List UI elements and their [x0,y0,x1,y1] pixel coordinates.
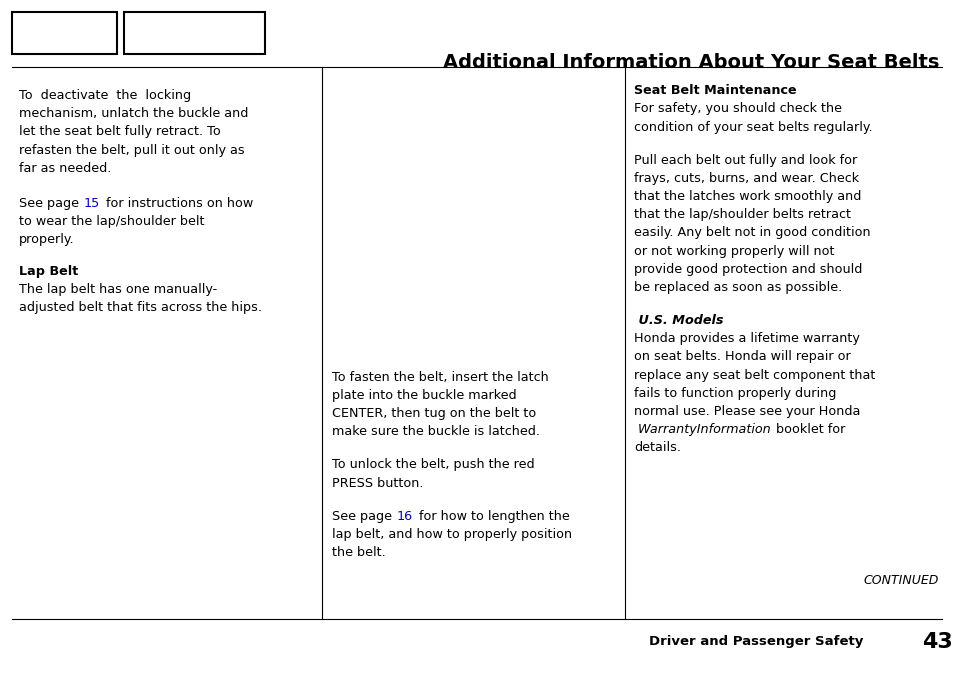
Text: that the lap/shoulder belts retract: that the lap/shoulder belts retract [634,208,850,221]
Text: lap belt, and how to properly position: lap belt, and how to properly position [332,528,572,541]
Text: See page: See page [332,510,395,522]
Text: for instructions on how: for instructions on how [102,197,253,210]
Text: let the seat belt fully retract. To: let the seat belt fully retract. To [19,125,220,138]
Text: To unlock the belt, push the red: To unlock the belt, push the red [332,458,534,471]
Text: Pull each belt out fully and look for: Pull each belt out fully and look for [634,154,857,166]
Text: fails to function properly during: fails to function properly during [634,387,836,400]
Text: replace any seat belt component that: replace any seat belt component that [634,369,875,381]
Text: frays, cuts, burns, and wear. Check: frays, cuts, burns, and wear. Check [634,172,859,185]
Text: 43: 43 [921,632,951,652]
Bar [12,12,117,54]
Text: Honda provides a lifetime warranty: Honda provides a lifetime warranty [634,332,860,345]
Text: For safety, you should check the: For safety, you should check the [634,102,841,115]
Text: normal use. Please see your Honda: normal use. Please see your Honda [634,405,860,418]
Text: make sure the buckle is latched.: make sure the buckle is latched. [332,425,539,438]
Text: Driver and Passenger Safety: Driver and Passenger Safety [648,635,862,648]
Text: far as needed.: far as needed. [19,162,112,175]
Text: Additional Information About Your Seat Belts: Additional Information About Your Seat B… [443,53,939,72]
Text: To  deactivate  the  locking: To deactivate the locking [19,89,191,102]
Text: plate into the buckle marked: plate into the buckle marked [332,389,517,402]
Text: be replaced as soon as possible.: be replaced as soon as possible. [634,281,841,294]
Text: Seat Belt Maintenance: Seat Belt Maintenance [634,84,796,97]
Text: adjusted belt that fits across the hips.: adjusted belt that fits across the hips. [19,301,262,314]
Text: on seat belts. Honda will repair or: on seat belts. Honda will repair or [634,350,850,363]
Text: to wear the lap/shoulder belt: to wear the lap/shoulder belt [19,215,204,228]
Text: WarrantyInformation: WarrantyInformation [634,423,770,436]
Text: CENTER, then tug on the belt to: CENTER, then tug on the belt to [332,407,536,420]
Text: 15: 15 [84,197,100,210]
Text: the belt.: the belt. [332,546,385,559]
Text: The lap belt has one manually-: The lap belt has one manually- [19,283,217,296]
Text: Lap Belt: Lap Belt [19,265,78,278]
Text: provide good protection and should: provide good protection and should [634,263,862,276]
Text: booklet for: booklet for [775,423,844,436]
Text: mechanism, unlatch the buckle and: mechanism, unlatch the buckle and [19,107,248,120]
Text: To fasten the belt, insert the latch: To fasten the belt, insert the latch [332,371,548,384]
Text: that the latches work smoothly and: that the latches work smoothly and [634,190,861,203]
Text: PRESS button.: PRESS button. [332,477,423,489]
Text: See page: See page [19,197,83,210]
Text: properly.: properly. [19,233,74,246]
Text: condition of your seat belts regularly.: condition of your seat belts regularly. [634,121,872,133]
Text: U.S. Models: U.S. Models [634,314,723,327]
Text: easily. Any belt not in good condition: easily. Any belt not in good condition [634,226,870,239]
Text: for how to lengthen the: for how to lengthen the [415,510,569,522]
Bar [124,12,265,54]
Text: CONTINUED: CONTINUED [862,574,938,587]
Text: 16: 16 [396,510,413,522]
Text: refasten the belt, pull it out only as: refasten the belt, pull it out only as [19,144,245,156]
Text: or not working properly will not: or not working properly will not [634,245,834,257]
Text: details.: details. [634,441,680,454]
